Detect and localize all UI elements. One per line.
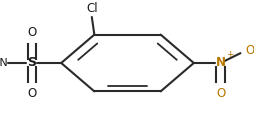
Text: O: O xyxy=(245,44,254,57)
Text: −: − xyxy=(251,39,254,48)
Text: O: O xyxy=(27,26,36,39)
Text: +: + xyxy=(226,51,233,59)
Text: Cl: Cl xyxy=(86,3,97,15)
Text: HN: HN xyxy=(0,58,8,68)
Text: N: N xyxy=(215,56,225,70)
Text: O: O xyxy=(215,87,224,100)
Text: O: O xyxy=(27,87,36,100)
Text: S: S xyxy=(27,56,36,70)
